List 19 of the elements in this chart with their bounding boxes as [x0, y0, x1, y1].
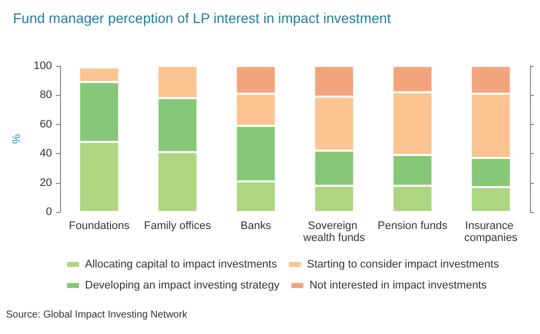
x-tick-label: Family offices	[144, 220, 212, 232]
x-tick-label: Pension funds	[378, 220, 448, 232]
y-axis-title: %	[11, 134, 24, 144]
source-note: Source: Global Impact Investing Network	[6, 310, 188, 320]
legend-label: Not interested in impact investments	[309, 280, 488, 292]
x-tick-label: Foundations	[68, 220, 130, 232]
y-tick-label: 20	[40, 176, 52, 189]
x-tick-label: Insurance companies	[464, 220, 518, 244]
x-tick-label: Sovereign wealth funds	[302, 220, 366, 244]
y-tick-label: 40	[40, 148, 52, 160]
legend-label: Starting to consider impact investments	[306, 258, 500, 270]
y-tick-label: 100	[34, 60, 52, 72]
y-tick-label: 80	[40, 89, 52, 102]
y-tick-label: 0	[46, 206, 52, 218]
y-tick-label: 60	[40, 118, 52, 130]
chart-title: Fund manager perception of LP interest in impact investment	[13, 10, 392, 26]
x-tick-label: Banks	[240, 220, 272, 232]
legend-label: Allocating capital to impact investments	[85, 258, 278, 270]
legend-label: Developing an impact investing strategy	[85, 280, 280, 292]
